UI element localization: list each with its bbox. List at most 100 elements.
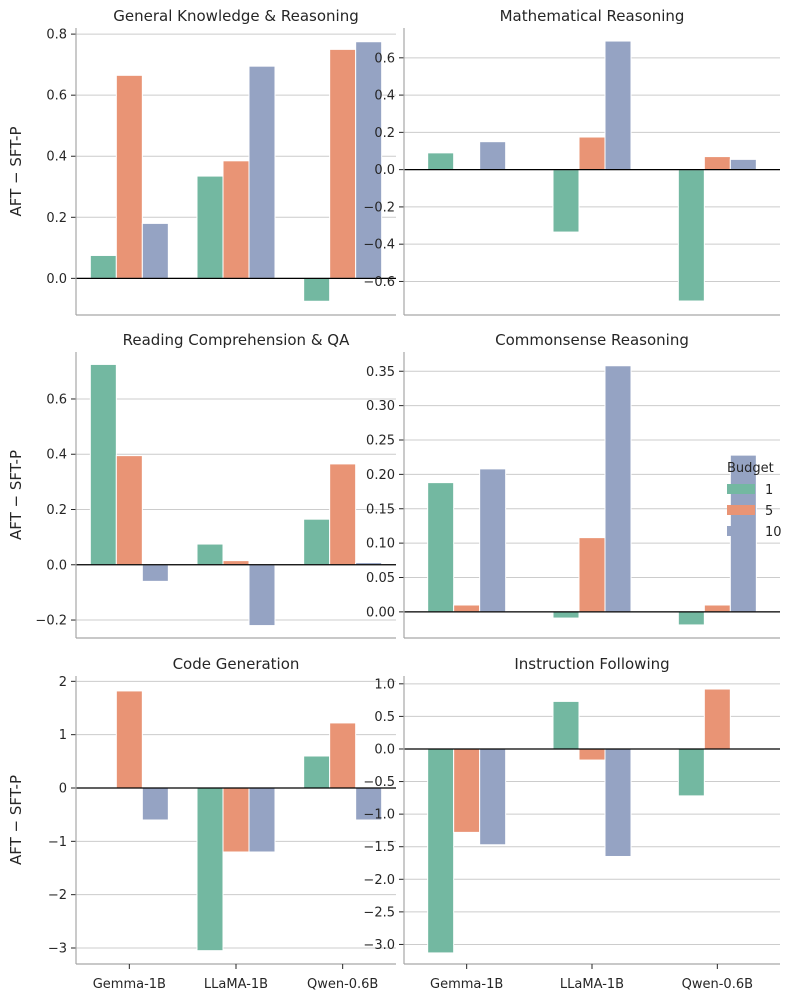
y-tick-label: 0.4 bbox=[374, 89, 395, 104]
bar-gemma-1b-budget-10 bbox=[479, 468, 507, 613]
bar-llama-1b-budget-1 bbox=[196, 787, 224, 952]
bar-gemma-1b-budget-1 bbox=[89, 363, 117, 566]
y-tick-label: 0.2 bbox=[46, 211, 67, 226]
bar-llama-1b-budget-10 bbox=[248, 65, 276, 279]
bar-llama-1b-budget-5 bbox=[222, 560, 250, 566]
x-tick-label: Gemma-1B bbox=[93, 977, 166, 992]
y-tick-label: 0.10 bbox=[366, 537, 395, 552]
x-tick-label: Gemma-1B bbox=[430, 977, 503, 992]
y-tick-label: −1.5 bbox=[363, 840, 395, 855]
bar-qwen-0.6b-budget-1 bbox=[677, 748, 705, 797]
bar-gemma-1b-budget-10 bbox=[141, 564, 169, 582]
bar-qwen-0.6b-budget-1 bbox=[677, 169, 705, 302]
bar-gemma-1b-budget-5 bbox=[115, 455, 143, 566]
bar-llama-1b-budget-10 bbox=[248, 564, 276, 627]
legend-label-1: 1 bbox=[765, 483, 773, 498]
y-tick-label: 0.2 bbox=[374, 126, 395, 141]
bar-qwen-0.6b-budget-5 bbox=[703, 604, 731, 613]
bar-qwen-0.6b-budget-5 bbox=[703, 156, 731, 171]
y-tick-label: −0.2 bbox=[363, 200, 395, 215]
y-tick-label: −2.0 bbox=[363, 873, 395, 888]
bar-llama-1b-budget-5 bbox=[222, 160, 250, 279]
bar-llama-1b-budget-1 bbox=[552, 169, 580, 233]
panel-title: Mathematical Reasoning bbox=[500, 7, 685, 25]
y-tick-label: 0.4 bbox=[46, 150, 67, 165]
bar-qwen-0.6b-budget-1 bbox=[303, 755, 331, 789]
bar-qwen-0.6b-budget-5 bbox=[329, 722, 357, 789]
legend-label-5: 5 bbox=[765, 504, 773, 519]
bar-llama-1b-budget-10 bbox=[604, 40, 632, 171]
y-axis-title: AFT − SFT-P bbox=[7, 126, 25, 216]
legend-title: Budget bbox=[727, 461, 774, 476]
y-tick-label: −0.6 bbox=[363, 275, 395, 290]
y-tick-label: 0.8 bbox=[46, 28, 67, 43]
bar-gemma-1b-budget-10 bbox=[479, 748, 507, 846]
y-tick-label: 1.0 bbox=[374, 677, 395, 692]
bar-qwen-0.6b-budget-5 bbox=[329, 48, 357, 279]
bar-qwen-0.6b-budget-10 bbox=[355, 787, 383, 821]
y-tick-label: −0.5 bbox=[363, 775, 395, 790]
y-tick-label: 0.0 bbox=[46, 272, 67, 287]
bar-gemma-1b-budget-5 bbox=[115, 690, 143, 789]
bar-gemma-1b-budget-5 bbox=[115, 74, 143, 279]
y-tick-label: −0.2 bbox=[35, 614, 67, 629]
bar-gemma-1b-budget-10 bbox=[141, 222, 169, 279]
y-tick-label: 0.5 bbox=[374, 710, 395, 725]
y-tick-label: 0 bbox=[59, 782, 67, 797]
y-tick-label: 1 bbox=[59, 728, 67, 743]
legend-swatch-10 bbox=[727, 526, 755, 536]
panel-title: Instruction Following bbox=[514, 655, 669, 673]
bar-gemma-1b-budget-5 bbox=[453, 604, 481, 613]
x-tick-label: Qwen-0.6B bbox=[307, 977, 378, 992]
bar-llama-1b-budget-5 bbox=[578, 537, 606, 613]
bar-qwen-0.6b-budget-1 bbox=[677, 611, 705, 626]
y-tick-label: 0.05 bbox=[366, 571, 395, 586]
panel-title: Code Generation bbox=[173, 655, 300, 673]
x-tick-label: LLaMA-1B bbox=[204, 977, 268, 992]
y-tick-label: −2.5 bbox=[363, 905, 395, 920]
panel-title: Commonsense Reasoning bbox=[495, 331, 689, 349]
y-tick-label: −3 bbox=[48, 942, 67, 957]
y-tick-label: 0.0 bbox=[46, 558, 67, 573]
bar-gemma-1b-budget-1 bbox=[427, 482, 455, 613]
bar-llama-1b-budget-5 bbox=[578, 748, 606, 761]
bar-qwen-0.6b-budget-5 bbox=[703, 688, 731, 750]
y-tick-label: 0.0 bbox=[374, 163, 395, 178]
y-tick-label: 0.35 bbox=[366, 365, 395, 380]
bar-llama-1b-budget-1 bbox=[196, 543, 224, 566]
y-tick-label: 0.4 bbox=[46, 448, 67, 463]
y-tick-label: −0.4 bbox=[363, 238, 395, 253]
y-tick-label: 0.2 bbox=[46, 503, 67, 518]
bar-qwen-0.6b-budget-5 bbox=[329, 463, 357, 566]
bar-llama-1b-budget-10 bbox=[248, 787, 276, 853]
bar-gemma-1b-budget-10 bbox=[141, 787, 169, 821]
bar-qwen-0.6b-budget-1 bbox=[303, 518, 331, 566]
y-tick-label: −1.0 bbox=[363, 808, 395, 823]
y-tick-label: 0.6 bbox=[374, 51, 395, 66]
bar-llama-1b-budget-1 bbox=[196, 175, 224, 279]
y-tick-label: −3.0 bbox=[363, 938, 395, 953]
bar-llama-1b-budget-5 bbox=[222, 787, 250, 853]
y-axis-title: AFT − SFT-P bbox=[7, 450, 25, 540]
legend-swatch-5 bbox=[727, 505, 755, 515]
bar-qwen-0.6b-budget-10 bbox=[355, 41, 383, 279]
y-tick-label: 0.30 bbox=[366, 399, 395, 414]
y-tick-label: −1 bbox=[48, 835, 67, 850]
bar-llama-1b-budget-1 bbox=[552, 611, 580, 619]
bar-gemma-1b-budget-10 bbox=[479, 141, 507, 171]
x-tick-label: LLaMA-1B bbox=[560, 977, 624, 992]
y-axis-title: AFT − SFT-P bbox=[7, 775, 25, 865]
y-tick-label: −2 bbox=[48, 888, 67, 903]
bar-gemma-1b-budget-1 bbox=[89, 254, 117, 279]
bar-gemma-1b-budget-1 bbox=[427, 152, 455, 171]
bar-llama-1b-budget-5 bbox=[578, 136, 606, 171]
y-tick-label: 0.00 bbox=[366, 605, 395, 620]
y-tick-label: 0.6 bbox=[46, 392, 67, 407]
bar-llama-1b-budget-10 bbox=[604, 748, 632, 857]
legend-label-10: 10 bbox=[765, 525, 782, 540]
bar-gemma-1b-budget-1 bbox=[427, 748, 455, 954]
panel-title: Reading Comprehension & QA bbox=[123, 331, 350, 349]
y-tick-label: 0.6 bbox=[46, 89, 67, 104]
legend-swatch-1 bbox=[727, 484, 755, 494]
